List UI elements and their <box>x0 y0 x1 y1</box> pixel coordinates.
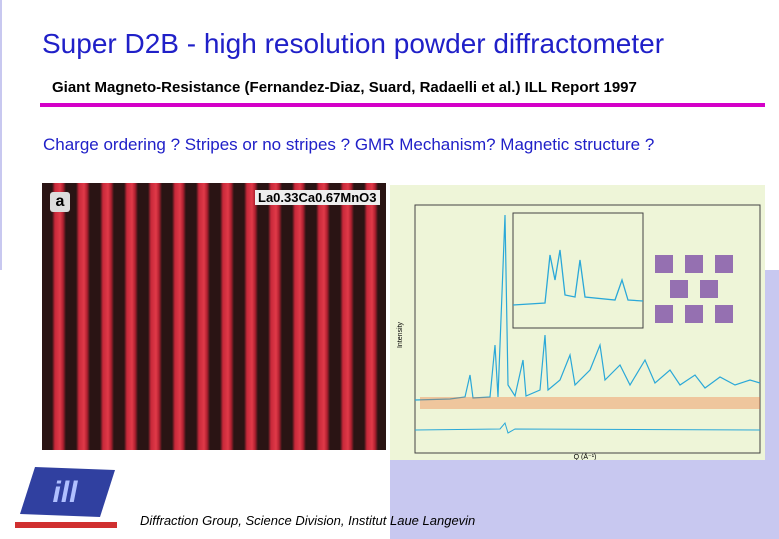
footer: Diffraction Group, Science Division, Ins… <box>140 513 476 528</box>
diffraction-image: Intensity Q (Å⁻¹) <box>390 185 765 461</box>
logo: ill <box>15 467 117 528</box>
logo-mark: ill <box>52 476 78 509</box>
profile <box>414 214 761 401</box>
logo-flags <box>15 522 117 528</box>
stripe-image <box>42 183 386 450</box>
subtitle: Giant Magneto-Resistance (Fernandez-Diaz… <box>52 79 637 96</box>
inset-profile <box>512 249 644 306</box>
question: Charge ordering ? Stripes or no stripes … <box>43 135 655 154</box>
frame <box>414 204 761 454</box>
edge-line <box>0 0 2 270</box>
structure <box>655 255 733 323</box>
x-label: Q (Å⁻¹) <box>574 452 597 460</box>
decor <box>390 460 779 539</box>
reflection-ticks <box>420 397 760 409</box>
y-label: Intensity <box>397 321 404 348</box>
rule <box>40 103 765 107</box>
compound-label: La0.33Ca0.67MnO3 <box>255 190 380 205</box>
difference <box>414 421 761 434</box>
logo-shape <box>20 467 115 517</box>
title: Super D2B - high resolution powder diffr… <box>42 28 665 59</box>
pattern: Intensity Q (Å⁻¹) <box>397 204 761 461</box>
panel-label: a <box>50 192 70 212</box>
